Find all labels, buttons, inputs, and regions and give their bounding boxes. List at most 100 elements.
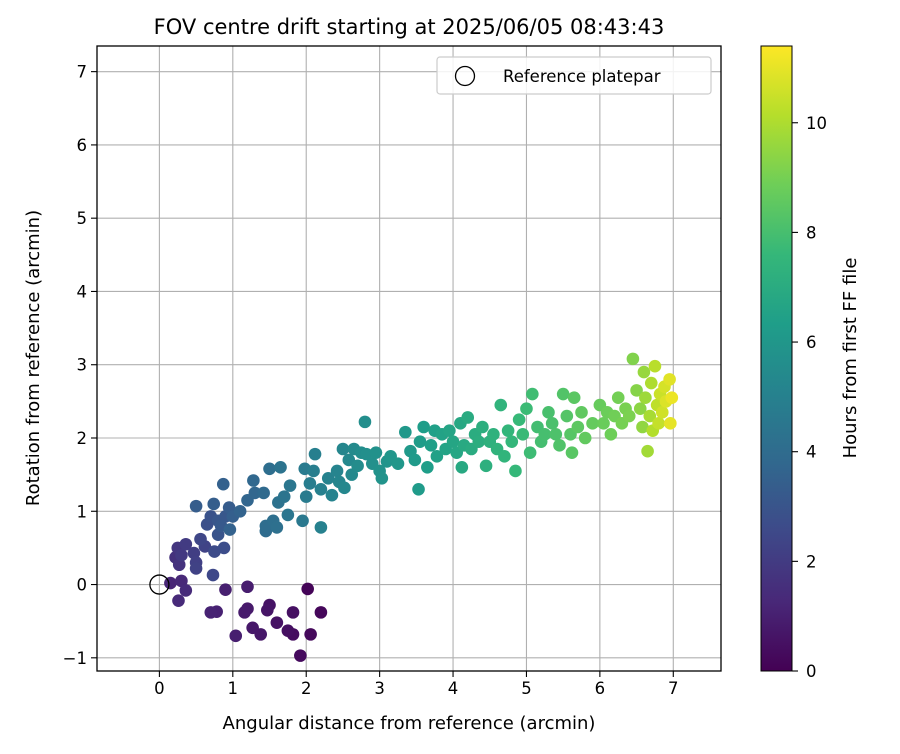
data-point: [314, 606, 328, 619]
data-point: [248, 486, 262, 500]
data-point: [233, 504, 247, 518]
data-point: [301, 582, 314, 596]
data-point: [578, 431, 592, 445]
data-point: [622, 409, 636, 423]
data-point: [336, 442, 350, 456]
chart-title: FOV centre drift starting at 2025/06/05 …: [154, 15, 665, 39]
data-point: [639, 391, 652, 404]
data-point: [270, 616, 284, 629]
data-point: [560, 409, 574, 423]
data-point: [479, 459, 493, 473]
data-point: [330, 464, 344, 478]
data-point: [586, 417, 599, 430]
data-point: [304, 628, 317, 641]
data-point: [567, 391, 581, 404]
data-point: [487, 428, 500, 441]
data-point: [358, 415, 372, 429]
data-point: [247, 474, 260, 487]
data-point: [207, 497, 221, 511]
colorbar-tick-label: 10: [806, 114, 827, 133]
y-tick-label: 3: [77, 356, 88, 375]
y-axis-label: Rotation from reference (arcmin): [23, 210, 44, 506]
legend-label: Reference platepar: [503, 67, 661, 86]
x-axis-label: Angular distance from reference (arcmin): [223, 713, 596, 734]
grid-lines: [97, 46, 721, 671]
data-point: [189, 562, 203, 575]
data-points: [164, 352, 679, 662]
y-tick-label: 2: [77, 429, 88, 448]
data-point: [338, 481, 351, 495]
data-point: [408, 453, 422, 467]
data-point: [321, 471, 335, 485]
data-point: [206, 568, 220, 582]
data-point: [516, 428, 530, 441]
colorbar-tick-label: 8: [806, 223, 817, 242]
data-point: [526, 387, 539, 401]
data-point: [538, 428, 552, 441]
data-point: [430, 450, 444, 463]
data-point: [325, 488, 339, 502]
data-point: [189, 499, 203, 513]
data-point: [626, 352, 640, 366]
x-tick-label: 6: [595, 679, 606, 698]
data-point: [391, 457, 405, 470]
data-point: [175, 574, 188, 588]
data-point: [665, 391, 679, 404]
data-point: [217, 541, 231, 555]
data-point: [360, 447, 373, 461]
data-point: [308, 447, 322, 461]
colorbar: [760, 45, 793, 672]
data-point: [455, 461, 469, 474]
data-point: [549, 428, 563, 441]
data-point: [223, 523, 237, 536]
data-point: [523, 446, 537, 459]
colorbar-tick-label: 4: [806, 443, 817, 462]
data-point: [641, 444, 654, 458]
colorbar-tick-label: 6: [806, 333, 817, 352]
data-point: [505, 435, 519, 448]
reference-platepar-marker: [149, 574, 170, 595]
data-point: [296, 514, 309, 528]
x-tick-label: 7: [668, 679, 679, 698]
legend-open-circle-icon: [454, 65, 476, 87]
data-point: [643, 409, 657, 423]
data-point: [257, 486, 270, 500]
data-point: [553, 439, 566, 452]
reference-marker-layer: [149, 574, 170, 595]
data-point: [571, 420, 585, 434]
data-point: [175, 548, 188, 562]
y-tick-label: −1: [63, 649, 87, 668]
data-point: [286, 606, 300, 619]
data-point: [636, 420, 649, 434]
data-point: [172, 594, 185, 607]
x-tick-label: 5: [521, 679, 532, 698]
data-point: [216, 477, 230, 491]
data-point: [294, 649, 307, 662]
data-point: [399, 425, 412, 439]
data-point: [164, 576, 177, 590]
data-point: [412, 482, 425, 496]
colorbar-ticks: 0 2 4 6 8 10: [792, 114, 827, 681]
data-point: [476, 420, 489, 434]
data-point: [461, 411, 475, 424]
data-point: [417, 420, 430, 434]
data-point: [509, 464, 522, 478]
data-point: [633, 402, 647, 415]
y-tick-label: 1: [77, 502, 88, 521]
y-tick-label: 6: [77, 136, 88, 155]
data-point: [472, 435, 486, 448]
data-point: [512, 413, 526, 426]
data-point: [229, 629, 243, 643]
data-point: [652, 417, 665, 430]
data-point: [238, 606, 251, 619]
data-point: [443, 424, 456, 437]
y-tick-label: 7: [77, 63, 88, 82]
x-tick-label: 2: [301, 679, 312, 698]
x-tick-label: 4: [448, 679, 459, 698]
data-point: [261, 603, 274, 617]
data-point: [663, 373, 676, 386]
data-point: [179, 584, 193, 597]
data-point: [611, 391, 625, 404]
